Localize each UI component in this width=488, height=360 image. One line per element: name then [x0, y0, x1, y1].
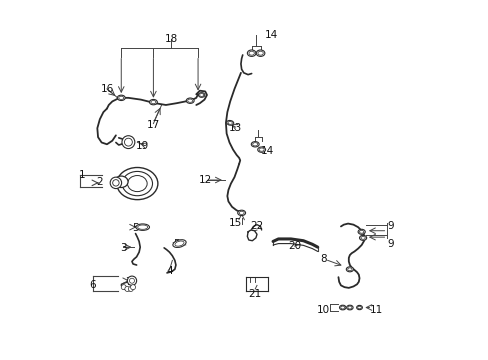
Ellipse shape [357, 306, 361, 309]
Text: 9: 9 [387, 221, 393, 231]
Text: 1: 1 [79, 170, 85, 180]
Text: 13: 13 [228, 123, 242, 133]
Circle shape [124, 138, 132, 146]
Ellipse shape [187, 99, 192, 102]
Ellipse shape [257, 147, 265, 152]
Ellipse shape [252, 143, 257, 146]
Ellipse shape [117, 167, 158, 200]
Text: 3: 3 [120, 243, 126, 253]
Ellipse shape [175, 241, 183, 246]
Text: 11: 11 [369, 305, 383, 315]
Ellipse shape [136, 224, 149, 230]
Ellipse shape [119, 96, 123, 99]
Ellipse shape [259, 148, 264, 151]
Ellipse shape [346, 267, 353, 272]
Ellipse shape [122, 171, 152, 196]
Text: 17: 17 [146, 120, 160, 130]
Ellipse shape [199, 94, 203, 96]
Circle shape [110, 177, 122, 189]
Text: 14: 14 [264, 30, 277, 40]
Ellipse shape [186, 98, 194, 103]
Ellipse shape [239, 211, 244, 215]
Ellipse shape [149, 99, 157, 105]
Ellipse shape [359, 235, 366, 240]
Text: 7: 7 [125, 277, 131, 287]
Ellipse shape [360, 237, 365, 239]
Text: 22: 22 [250, 221, 263, 231]
Text: 5: 5 [173, 239, 180, 249]
Ellipse shape [173, 240, 186, 247]
Ellipse shape [340, 306, 344, 309]
Text: 8: 8 [319, 253, 325, 264]
Ellipse shape [347, 306, 351, 309]
Ellipse shape [247, 50, 255, 57]
Circle shape [124, 287, 130, 292]
Text: 21: 21 [248, 289, 261, 299]
Circle shape [127, 276, 136, 285]
Ellipse shape [237, 210, 245, 216]
Circle shape [129, 278, 134, 283]
Text: 12: 12 [198, 175, 211, 185]
Text: 4: 4 [166, 266, 172, 276]
Ellipse shape [138, 225, 147, 229]
Circle shape [121, 285, 126, 290]
Ellipse shape [347, 268, 351, 271]
Text: 18: 18 [164, 34, 178, 44]
Ellipse shape [227, 121, 232, 124]
Text: 20: 20 [287, 241, 301, 251]
Ellipse shape [346, 305, 352, 310]
Text: 5: 5 [132, 223, 139, 233]
Circle shape [122, 136, 135, 149]
Ellipse shape [257, 51, 263, 55]
Text: 6: 6 [89, 280, 96, 291]
Ellipse shape [117, 95, 125, 100]
Ellipse shape [198, 93, 204, 97]
Ellipse shape [248, 51, 254, 55]
Ellipse shape [359, 230, 363, 233]
Ellipse shape [114, 176, 128, 188]
Text: 9: 9 [387, 239, 393, 249]
Text: 15: 15 [228, 218, 242, 228]
Text: 19: 19 [136, 141, 149, 151]
Text: 10: 10 [316, 305, 329, 315]
Circle shape [112, 180, 119, 186]
Circle shape [130, 285, 135, 290]
Ellipse shape [339, 305, 345, 310]
Text: 14: 14 [261, 147, 274, 157]
Text: 2: 2 [96, 177, 103, 187]
Circle shape [128, 287, 133, 292]
Text: 16: 16 [100, 84, 113, 94]
Ellipse shape [151, 100, 156, 104]
Ellipse shape [127, 176, 147, 192]
Ellipse shape [226, 121, 233, 125]
Ellipse shape [256, 50, 264, 57]
Ellipse shape [251, 141, 259, 147]
Ellipse shape [356, 305, 362, 310]
Ellipse shape [357, 229, 365, 234]
